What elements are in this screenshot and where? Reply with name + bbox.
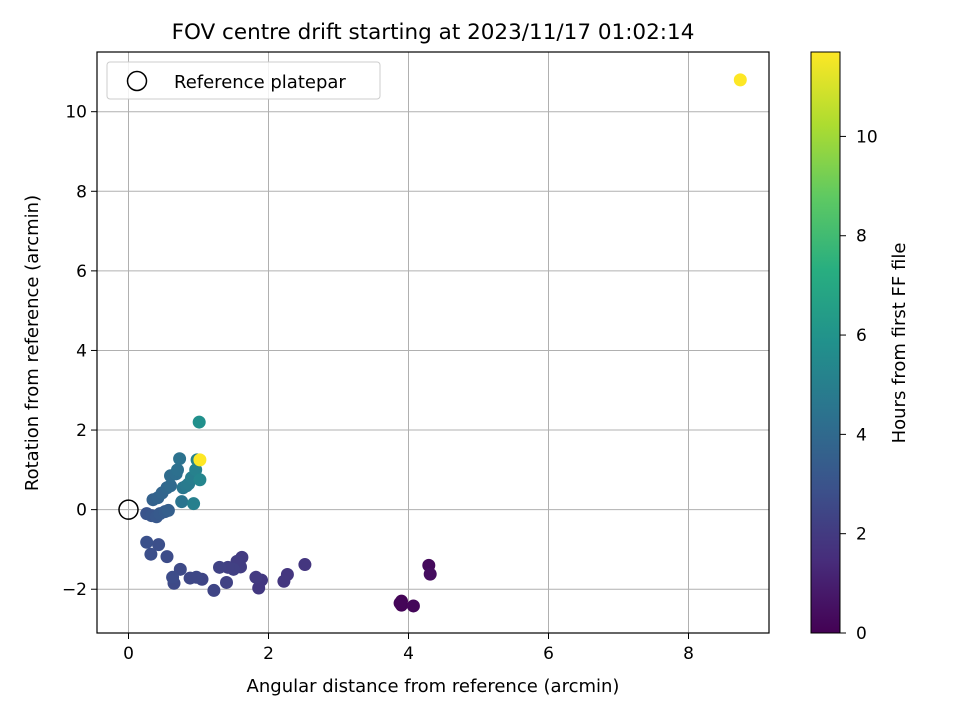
colorbar-tick-label: 10 [856, 127, 878, 147]
data-point [213, 560, 226, 574]
data-point [144, 547, 158, 561]
data-point [277, 574, 291, 588]
data-point [249, 570, 263, 584]
data-point [164, 479, 177, 493]
colorbar-gradient [810, 51, 841, 634]
y-tick-label: 2 [76, 421, 87, 441]
y-tick-label: 4 [76, 341, 87, 361]
colorbar: 0 2 4 6 8 10 Hours from first FF file [810, 51, 910, 644]
colorbar-tick-label: 8 [856, 227, 867, 247]
data-point [406, 599, 420, 613]
plot-frame [96, 51, 770, 634]
colorbar-tick-label: 6 [856, 326, 867, 346]
data-point [192, 415, 206, 429]
data-point [175, 495, 189, 509]
data-point [393, 596, 407, 610]
data-point [166, 570, 180, 584]
x-tick-label: 0 [123, 644, 134, 664]
legend-label: Reference platepar [174, 72, 346, 93]
data-point [183, 571, 197, 585]
x-tick-label: 4 [403, 644, 414, 664]
data-point [173, 452, 187, 466]
data-point [298, 558, 312, 572]
data-point [140, 535, 154, 549]
legend-box [106, 61, 381, 100]
y-tick-label: 10 [65, 103, 87, 123]
x-tick-label: 2 [263, 644, 274, 664]
x-axis-ticks: 0 2 4 6 8 [123, 633, 694, 664]
y-tick-label: 6 [76, 262, 87, 282]
y-tick-label: −2 [62, 580, 87, 600]
colorbar-ticks: 0 2 4 6 8 10 [840, 127, 878, 644]
colorbar-label: Hours from first FF file [889, 243, 910, 444]
data-points [140, 73, 747, 613]
data-point [160, 550, 174, 564]
x-axis-label: Angular distance from reference (arcmin) [247, 676, 620, 697]
data-point [171, 463, 184, 477]
colorbar-tick-label: 4 [856, 425, 867, 445]
y-axis-ticks: −2 0 2 4 6 8 10 [62, 103, 97, 600]
data-point [252, 581, 266, 595]
data-point [220, 575, 233, 589]
grid [97, 52, 769, 633]
x-tick-label: 8 [683, 644, 694, 664]
data-point [187, 497, 201, 511]
data-point [193, 453, 207, 467]
legend-marker [126, 70, 148, 92]
x-tick-label: 6 [543, 644, 554, 664]
colorbar-tick-label: 2 [856, 525, 867, 545]
data-point [733, 73, 747, 87]
colorbar-tick-label: 0 [856, 624, 867, 644]
y-tick-label: 0 [76, 501, 87, 521]
data-point [207, 583, 221, 597]
data-point [161, 503, 175, 517]
data-point [193, 473, 207, 487]
reference-platepar-marker [118, 499, 139, 520]
data-point [152, 538, 166, 552]
data-point [189, 463, 203, 477]
y-axis-label: Rotation from reference (arcmin) [22, 195, 43, 491]
legend: Reference platepar [106, 61, 381, 100]
chart-title: FOV centre drift starting at 2023/11/17 … [172, 20, 695, 45]
y-tick-label: 8 [76, 182, 87, 202]
data-point [423, 567, 437, 581]
